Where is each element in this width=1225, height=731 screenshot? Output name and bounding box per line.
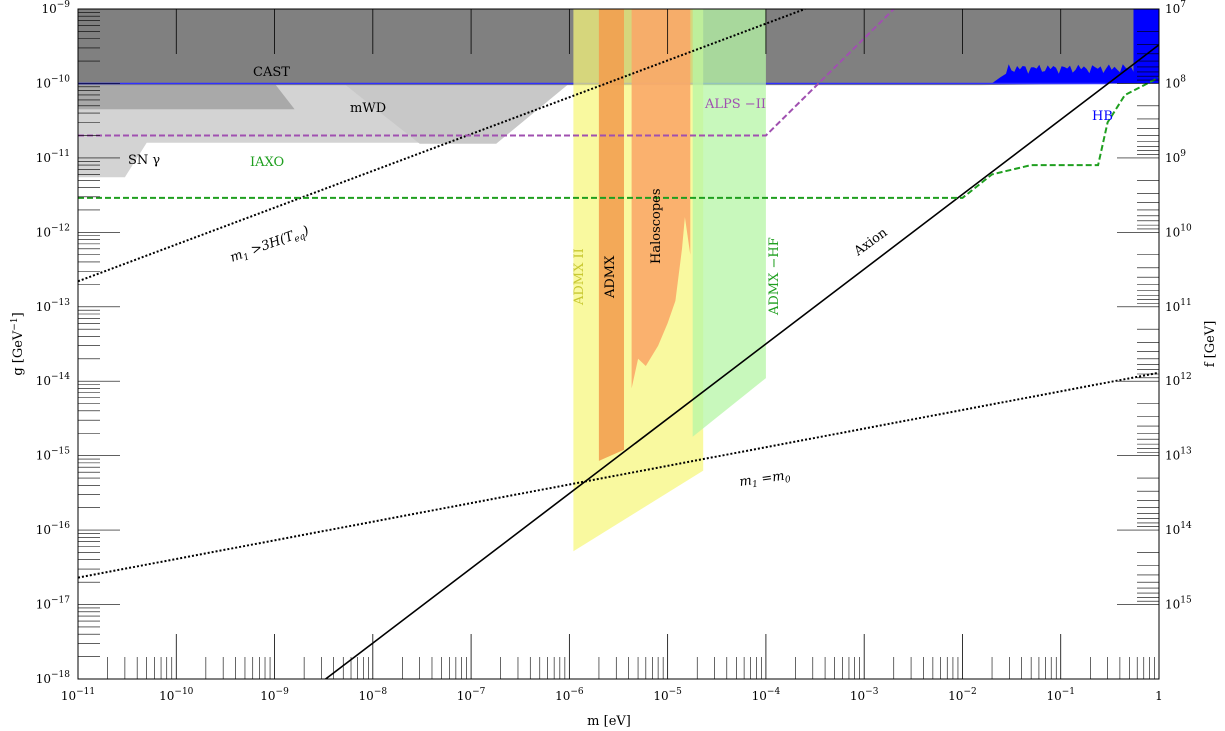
x-tick-label: 10−8 [359, 687, 388, 703]
x-tick-label: 10−2 [948, 687, 977, 703]
curve-m1-m0 [78, 371, 1159, 579]
y-tick-label: 10−15 [36, 447, 71, 463]
x-tick-label: 10−1 [1046, 687, 1075, 703]
y2-tick-label: 1011 [1165, 298, 1192, 314]
admx-region [598, 9, 624, 461]
curve-axion [324, 44, 1159, 679]
label-iaxo: IAXO [250, 155, 284, 170]
y-axis-title: g [GeV−1] [10, 312, 26, 375]
y-tick-label: 10−18 [36, 670, 71, 686]
x-tick-label: 10−11 [61, 687, 95, 703]
x-tick-label: 10−7 [457, 687, 486, 703]
y2-tick-label: 109 [1165, 149, 1186, 165]
label-haloscopes: Haloscopes [649, 188, 664, 264]
y2-tick-label: 1015 [1165, 596, 1192, 612]
label-alps-ii: ALPS −II [704, 97, 766, 112]
y-tick-label: 10−9 [41, 0, 70, 16]
x-tick-label: 10−3 [850, 687, 879, 703]
label-admx-ii: ADMX II [572, 248, 587, 306]
y2-tick-label: 107 [1165, 0, 1186, 16]
mwd-region [78, 83, 570, 144]
x-tick-label: 10−10 [159, 687, 194, 703]
y2-tick-label: 1013 [1165, 447, 1192, 463]
label-mwd: mWD [350, 101, 386, 116]
label-m1-3h-teq: m1 >3H(Teq) [228, 223, 311, 267]
label-m1-m0: m1 =m0 [738, 468, 791, 492]
y-tick-label: 10−14 [36, 372, 71, 388]
haloscopes-region [631, 9, 691, 389]
label-hb: HB [1092, 109, 1113, 124]
label-axion: Axion [851, 225, 891, 260]
mwd-dark-band [78, 83, 295, 110]
label-admx-hf: ADMX −HF [767, 237, 782, 316]
y-tick-label: 10−16 [36, 521, 71, 537]
x-axis-title: m [eV] [587, 714, 631, 729]
y2-tick-label: 1014 [1165, 521, 1192, 537]
y-tick-label: 10−11 [36, 149, 70, 165]
x-tick-label: 10−9 [260, 687, 289, 703]
curve-m1-3h-teq- [78, 9, 806, 283]
y-tick-label: 10−10 [36, 74, 71, 90]
plot-frame [77, 8, 1160, 680]
y2-tick-label: 108 [1165, 74, 1186, 90]
hb-edge-block [1133, 9, 1159, 84]
y-tick-label: 10−17 [36, 596, 71, 612]
label-admx: ADMX [603, 255, 618, 299]
y2-tick-label: 1012 [1165, 372, 1192, 388]
curve-iaxo [78, 76, 1159, 199]
x-tick-label: 1 [1155, 689, 1163, 703]
hb-region [992, 63, 1159, 84]
y-tick-label: 10−12 [36, 223, 70, 239]
label-sn-gamma: SN γ [128, 153, 160, 168]
y-tick-label: 10−13 [36, 298, 71, 314]
admx-hf-region [692, 9, 766, 437]
y2-axis-title: f [GeV] [1203, 321, 1218, 368]
label-cast: CAST [253, 65, 290, 80]
curve-alps-ii [78, 9, 895, 137]
y2-tick-label: 1010 [1165, 223, 1192, 239]
x-tick-label: 10−4 [752, 687, 781, 703]
x-tick-label: 10−6 [555, 687, 584, 703]
x-tick-label: 10−5 [653, 687, 682, 703]
